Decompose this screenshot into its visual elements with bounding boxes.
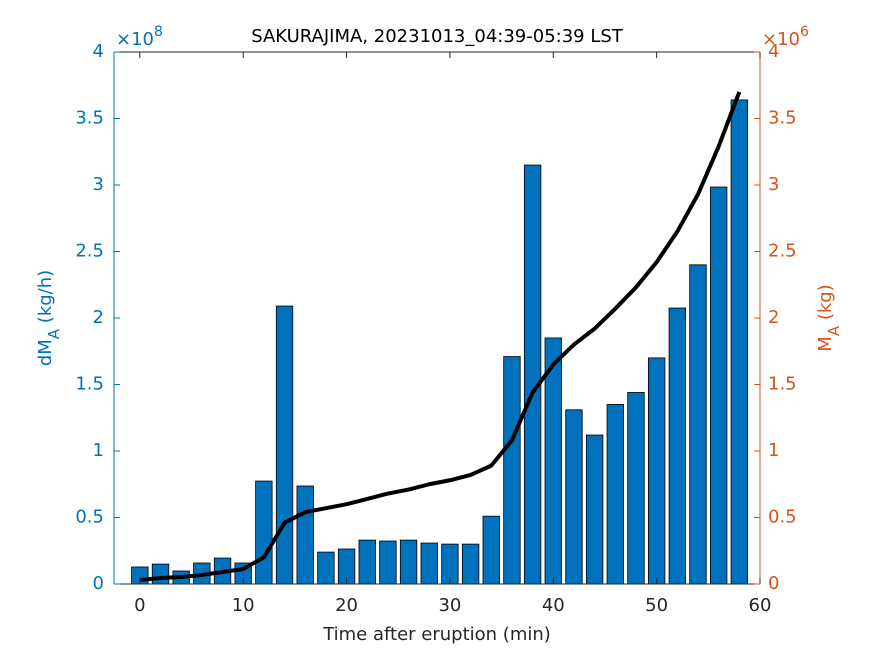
bar bbox=[317, 551, 335, 585]
y-axis-label: dMA (kg/h) bbox=[35, 270, 63, 366]
y2-axis-label-sub: A bbox=[825, 325, 843, 336]
x-tick-label: 30 bbox=[438, 595, 461, 616]
y2-axis-label: MA (kg) bbox=[815, 284, 843, 351]
bar bbox=[275, 305, 294, 585]
y2-tick-label: 2 bbox=[768, 307, 779, 328]
bar bbox=[565, 409, 583, 585]
y2-multiplier-base: ×10 bbox=[762, 29, 800, 50]
y-multiplier-exponent: 8 bbox=[154, 24, 163, 40]
bar bbox=[668, 307, 686, 585]
y-tick-label: 4 bbox=[93, 41, 104, 62]
bar bbox=[358, 539, 376, 585]
bar bbox=[296, 485, 314, 585]
bar bbox=[151, 563, 170, 585]
y2-tick-label: 1.5 bbox=[768, 374, 797, 395]
y2-axis-label-unit: (kg) bbox=[815, 284, 836, 326]
y2-axis-label-main: M bbox=[815, 336, 836, 352]
y2-tick-label: 0.5 bbox=[768, 507, 797, 528]
x-tick-label: 20 bbox=[335, 595, 358, 616]
bar bbox=[399, 539, 418, 585]
bar bbox=[647, 357, 666, 585]
y2-tick-label: 2.5 bbox=[768, 241, 797, 262]
x-tick-label: 0 bbox=[134, 595, 145, 616]
y-tick-label: 3 bbox=[93, 174, 104, 195]
y-tick-label: 2 bbox=[93, 307, 104, 328]
y-axis-label-main: dM bbox=[35, 339, 56, 366]
y-tick-label: 0.5 bbox=[75, 507, 104, 528]
y-axis-label-sub: A bbox=[45, 328, 63, 339]
x-tick-label: 50 bbox=[645, 595, 668, 616]
bar bbox=[503, 356, 521, 585]
x-axis-label: Time after eruption (min) bbox=[322, 624, 551, 645]
line bbox=[139, 91, 742, 583]
bar bbox=[689, 264, 707, 585]
bar bbox=[627, 392, 645, 585]
y2-multiplier-exponent: 6 bbox=[800, 24, 809, 40]
bar bbox=[461, 543, 480, 585]
y2-tick-label: 0 bbox=[768, 573, 779, 594]
bar bbox=[523, 164, 542, 585]
bar bbox=[585, 434, 604, 585]
x-tick-label: 10 bbox=[232, 595, 255, 616]
y-tick-label: 2.5 bbox=[75, 241, 104, 262]
bar bbox=[606, 404, 624, 585]
bar bbox=[730, 99, 748, 585]
bar bbox=[709, 186, 728, 585]
y2-tick-label: 4 bbox=[768, 41, 779, 62]
bar bbox=[255, 480, 273, 585]
y-tick-label: 3.5 bbox=[75, 108, 104, 129]
bar bbox=[420, 542, 438, 585]
y-tick-label: 1 bbox=[93, 440, 104, 461]
y-axis-label-unit: (kg/h) bbox=[35, 270, 56, 329]
bar bbox=[482, 515, 500, 585]
x-tick-label: 60 bbox=[749, 595, 772, 616]
x-tick-label: 40 bbox=[542, 595, 565, 616]
y2-tick-label: 1 bbox=[768, 440, 779, 461]
y2-tick-label: 3.5 bbox=[768, 108, 797, 129]
chart-title: SAKURAJIMA, 20231013_04:39-05:39 LST bbox=[251, 26, 624, 47]
y2-tick-label: 3 bbox=[768, 174, 779, 195]
bar bbox=[379, 540, 397, 585]
y-tick-label: 0 bbox=[93, 573, 104, 594]
y2-multiplier: ×106 bbox=[762, 24, 809, 50]
y-multiplier-base: ×10 bbox=[116, 29, 154, 50]
y-tick-label: 1.5 bbox=[75, 374, 104, 395]
y-multiplier: ×108 bbox=[116, 24, 163, 50]
